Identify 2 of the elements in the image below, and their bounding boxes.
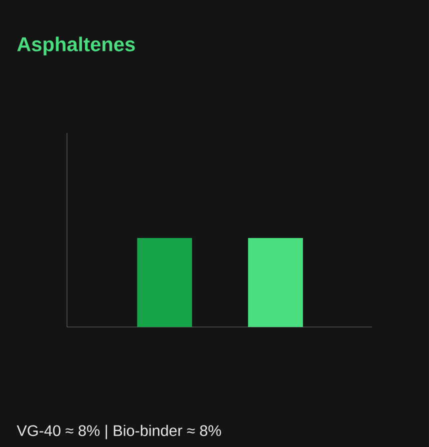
chart-title: Asphaltenes xyxy=(17,36,135,56)
text: VG-40 ≈ 8% | Bio-binder ≈ 8% xyxy=(16,424,222,440)
